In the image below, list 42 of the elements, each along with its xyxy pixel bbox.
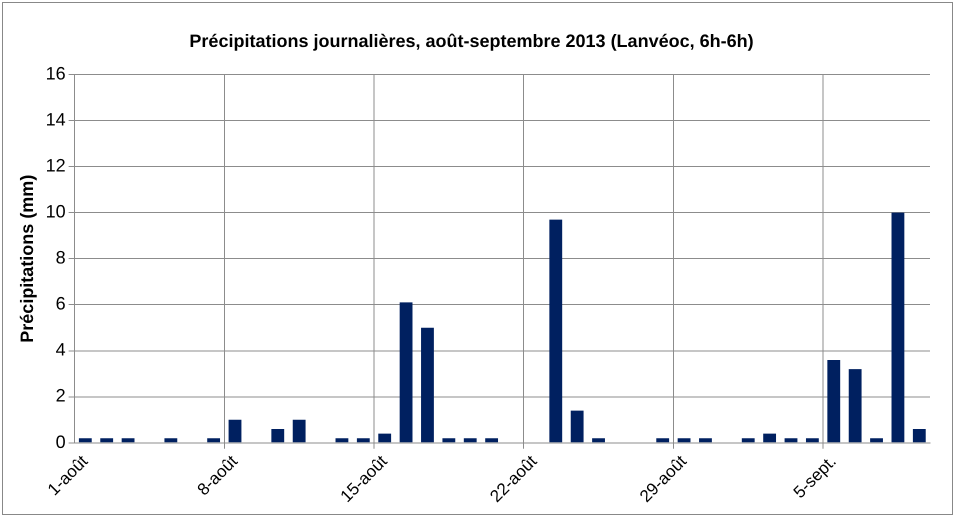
y-tick-label: 10	[46, 202, 66, 222]
bar	[292, 420, 306, 442]
y-tick-label: 4	[56, 340, 66, 360]
bar	[207, 438, 220, 442]
bar	[271, 429, 284, 442]
bar	[78, 438, 92, 442]
bar	[592, 438, 605, 442]
bar	[356, 438, 370, 442]
bar	[912, 429, 926, 442]
bar	[485, 438, 498, 442]
bar	[656, 438, 670, 442]
bar	[699, 438, 712, 442]
y-tick-label: 16	[46, 64, 66, 84]
bar	[763, 434, 776, 442]
bar	[742, 438, 755, 442]
y-tick-label: 14	[46, 110, 66, 130]
chart-title: Précipitations journalières, août-septembre 2013 (Lanvéoc, 6h-6h)	[189, 30, 754, 51]
bar	[549, 220, 562, 442]
bar	[164, 438, 178, 442]
bar	[870, 438, 883, 442]
y-tick-label: 8	[56, 248, 66, 268]
bar	[570, 410, 584, 442]
bar	[827, 360, 840, 442]
y-tick-label: 12	[46, 156, 66, 176]
y-axis-title: Précipitations (mm)	[16, 174, 37, 343]
bar	[848, 369, 862, 442]
bar	[100, 438, 114, 442]
bar	[122, 438, 134, 442]
y-tick-label: 2	[56, 386, 66, 406]
bar	[421, 328, 434, 442]
bar	[228, 420, 242, 442]
bar	[806, 438, 819, 442]
y-tick-label: 0	[56, 432, 66, 452]
bar	[378, 434, 392, 442]
bar	[400, 302, 412, 442]
y-tick-label: 6	[56, 294, 66, 314]
bar	[464, 438, 477, 442]
bar	[892, 212, 904, 442]
bar	[336, 438, 348, 442]
bar	[678, 438, 690, 442]
bar	[784, 438, 798, 442]
bar	[442, 438, 456, 442]
